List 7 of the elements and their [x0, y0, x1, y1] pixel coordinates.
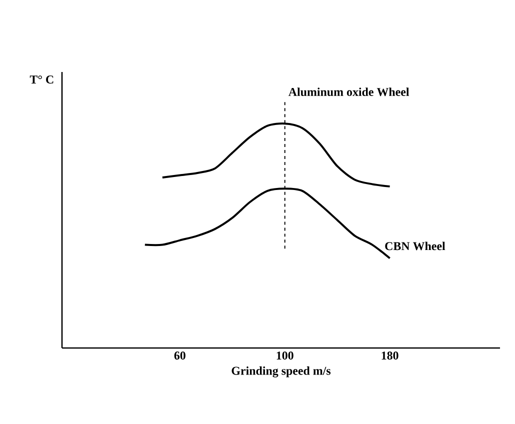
text: Aluminum oxide Wheel [288, 88, 410, 96]
x-tick-label: 100 [276, 352, 294, 360]
series-label: CBN Wheel [385, 242, 446, 250]
x-tick-label: 180 [382, 352, 398, 360]
text: T° C [30, 76, 54, 84]
x-axis-title: Grinding speed m/s [232, 366, 331, 378]
x-tick-label: 60 [174, 352, 186, 360]
